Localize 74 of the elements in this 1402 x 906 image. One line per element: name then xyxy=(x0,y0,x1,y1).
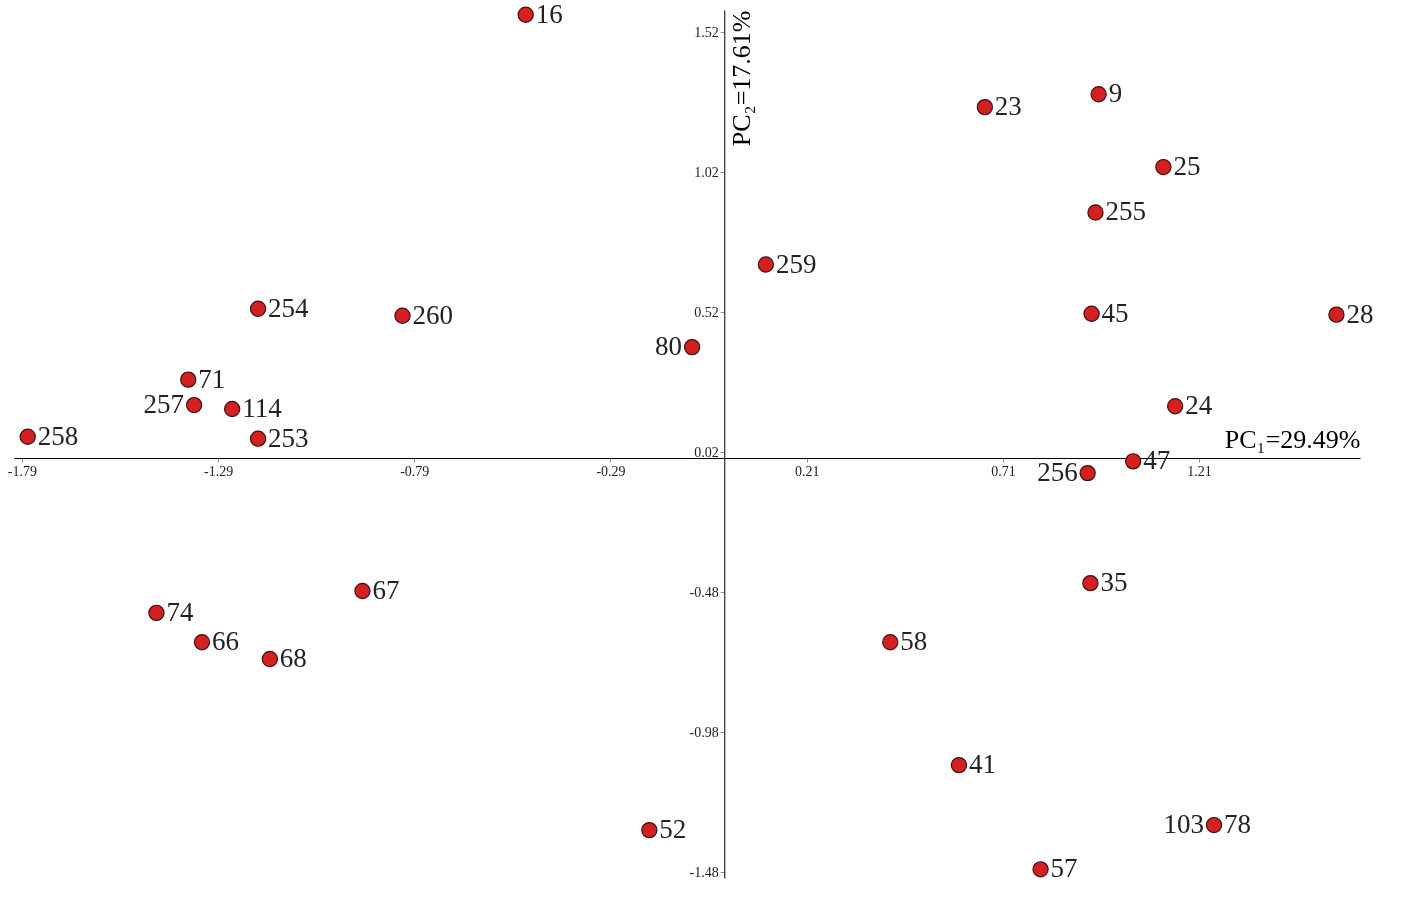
point xyxy=(19,428,36,445)
point xyxy=(1166,398,1184,415)
annotation: 57 xyxy=(1050,853,1078,884)
annotation: 41 xyxy=(968,749,996,780)
point xyxy=(683,338,701,356)
x-tick-label: -1.29 xyxy=(203,463,234,479)
annotation: 35 xyxy=(1100,567,1128,598)
y-tick-label: 1.02 xyxy=(694,164,719,180)
point xyxy=(1155,158,1172,176)
x-tick-label: -1.79 xyxy=(7,463,37,479)
y-tick-label: 0.52 xyxy=(694,304,719,320)
point xyxy=(249,430,267,447)
point xyxy=(261,650,279,668)
y-tick-label: -0.98 xyxy=(689,724,719,740)
annotation: 24 xyxy=(1185,390,1213,421)
annotation: 259 xyxy=(775,248,817,279)
point xyxy=(1125,453,1142,470)
annotation: 9 xyxy=(1108,78,1123,109)
x-tick-label: 0.71 xyxy=(991,463,1016,479)
y-axis-title: PC₂=17.61% xyxy=(726,10,756,147)
x-tick-label: -0.29 xyxy=(596,463,626,479)
x-tick-label: 1.21 xyxy=(1187,463,1212,479)
point xyxy=(1328,306,1345,323)
point xyxy=(394,307,411,324)
annotation: 114 xyxy=(242,393,283,423)
point xyxy=(148,604,165,622)
point xyxy=(185,396,203,414)
point xyxy=(1082,574,1099,592)
y-tick-label: -1.48 xyxy=(689,864,719,880)
point xyxy=(641,821,658,839)
point xyxy=(517,6,534,23)
y-tick-label: -0.48 xyxy=(689,584,719,600)
annotation: 23 xyxy=(994,91,1022,122)
annotation: 80 xyxy=(655,331,683,362)
annotation: 66 xyxy=(211,626,239,657)
point xyxy=(354,582,371,600)
annotation: 260 xyxy=(412,299,453,330)
annotation: 25 xyxy=(1173,151,1201,182)
point xyxy=(1083,305,1100,322)
point xyxy=(193,634,211,651)
annotation: 68 xyxy=(279,643,307,674)
point xyxy=(950,756,968,774)
point xyxy=(1087,204,1104,221)
annotation: 255 xyxy=(1105,196,1147,227)
point xyxy=(1205,816,1223,834)
point xyxy=(1090,86,1107,103)
annotation: 253 xyxy=(268,422,309,453)
point xyxy=(976,98,994,116)
point xyxy=(882,634,899,651)
annotation: 45 xyxy=(1101,297,1129,328)
x-axis-title: PC₁=29.49% xyxy=(1224,424,1361,454)
annotation: 256 xyxy=(1037,457,1078,488)
annotation: 71 xyxy=(198,363,226,394)
annotation: 257 xyxy=(143,389,185,420)
annotation: 28 xyxy=(1346,298,1374,329)
annotation: 258 xyxy=(37,420,79,451)
annotation: 52 xyxy=(659,814,687,845)
y-tick-label: 0.02 xyxy=(694,444,719,460)
annotation: 58 xyxy=(900,626,928,657)
annotation: 67 xyxy=(372,575,400,605)
y-tick-label: 1.52 xyxy=(694,24,719,40)
point xyxy=(1032,861,1049,878)
x-tick-label: -0.79 xyxy=(400,463,430,479)
x-tick-label: 0.21 xyxy=(794,463,820,479)
annotation: 16 xyxy=(535,0,563,29)
annotation: 103 xyxy=(1163,809,1205,840)
annotation: 74 xyxy=(166,596,194,627)
point xyxy=(249,300,267,317)
annotation: 254 xyxy=(268,292,310,323)
point xyxy=(180,371,197,388)
point xyxy=(1079,464,1096,482)
point xyxy=(757,256,775,273)
annotation: 78 xyxy=(1224,809,1252,840)
point xyxy=(224,400,241,418)
